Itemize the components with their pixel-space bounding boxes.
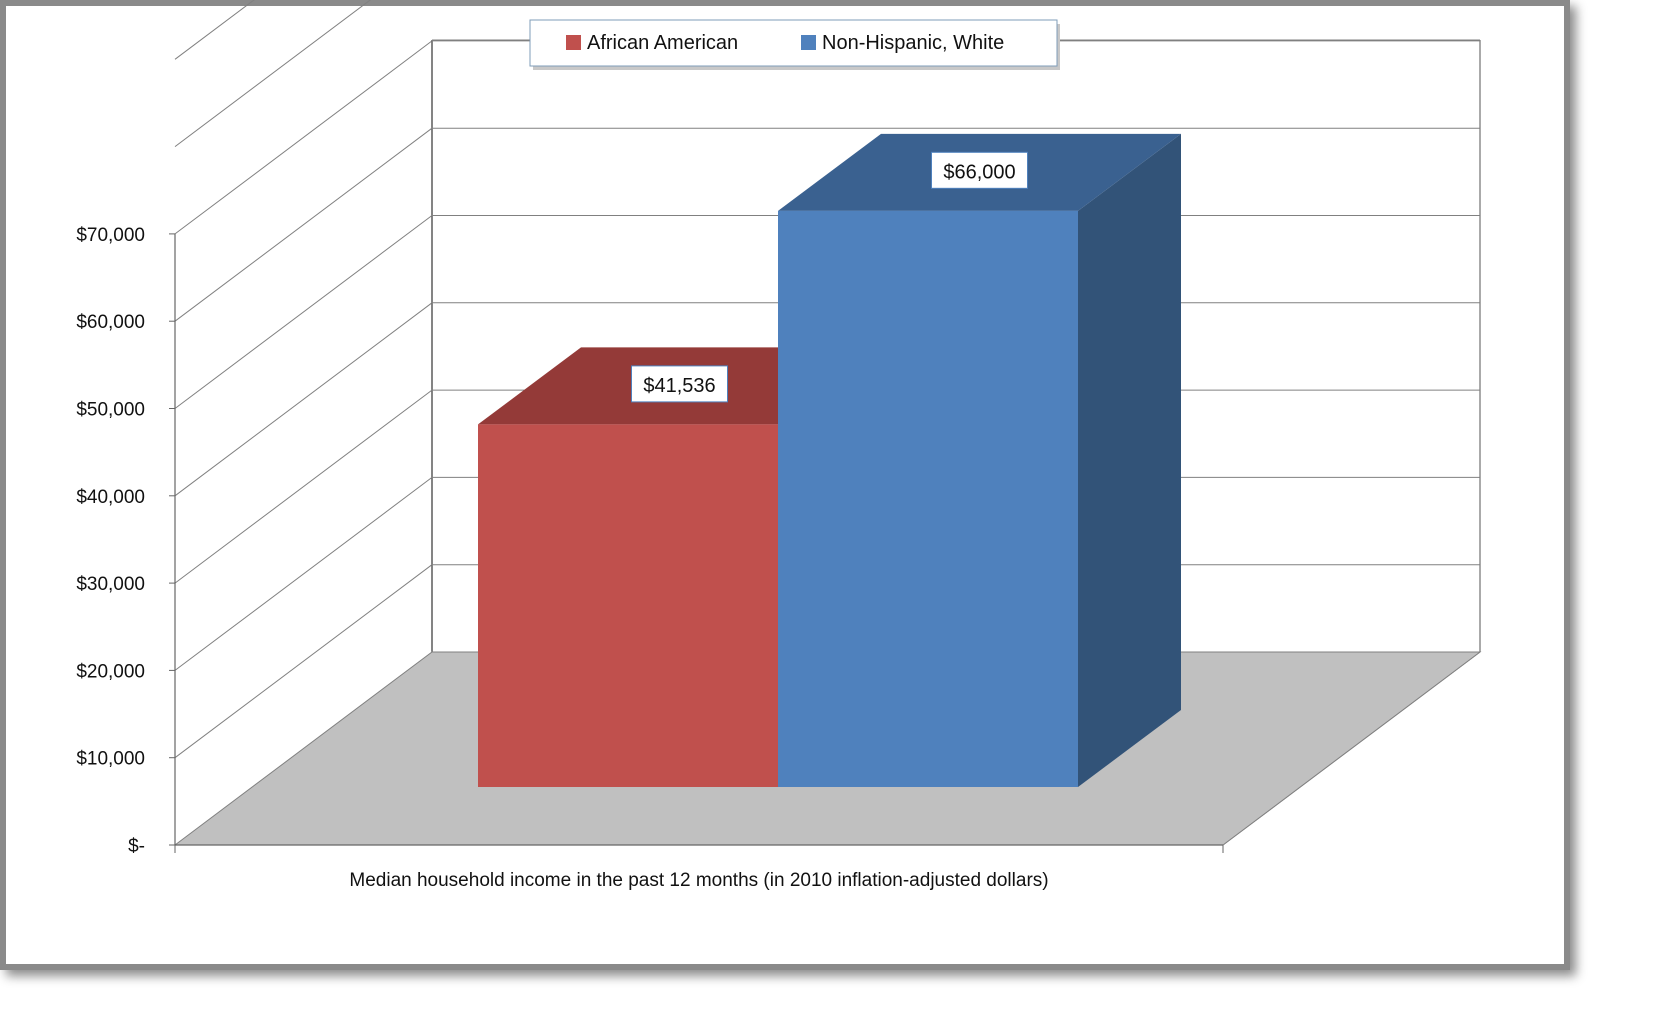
- side-gridline: [174, 564, 433, 759]
- legend-swatch: [566, 35, 581, 50]
- side-gridline: [174, 0, 372, 147]
- legend-swatch: [801, 35, 816, 50]
- y-axis: $- $10,000 $20,000 $30,000 $40,000 $50,000 $60…: [76, 225, 1224, 857]
- y-tick-label: $-: [128, 836, 145, 857]
- legend: African American Non-Hispanic, White: [529, 19, 1060, 70]
- legend-entry: Non-Hispanic, White: [801, 32, 1004, 54]
- legend-entry: African American: [566, 32, 738, 54]
- y-tick-label: $60,000: [76, 312, 145, 333]
- bar-non-hispanic-white: [778, 133, 1181, 787]
- side-gridline: [174, 389, 433, 584]
- data-label-box: [931, 151, 1028, 189]
- side-gridline: [174, 215, 433, 409]
- bar-front-face: [478, 424, 778, 787]
- y-tick-label: $10,000: [76, 749, 145, 770]
- side-gridline: [174, 40, 433, 235]
- y-tick-label: $40,000: [76, 487, 145, 508]
- legend-box: [529, 19, 1058, 67]
- legend-label: African American: [587, 32, 738, 54]
- side-gridline: [174, 477, 433, 671]
- side-gridline: [174, 127, 433, 322]
- data-labels: $41,536 $66,000: [631, 151, 1028, 403]
- data-label-text: $66,000: [943, 161, 1015, 183]
- y-tick-label: $20,000: [76, 661, 145, 682]
- bars: [478, 133, 1181, 787]
- side-gridline: [174, 0, 255, 60]
- y-tick-label: $70,000: [76, 225, 145, 246]
- y-tick-label: $30,000: [76, 574, 145, 595]
- side-gridline: [174, 302, 433, 497]
- bar-front-face: [778, 210, 1078, 787]
- bar-side-face: [1078, 133, 1181, 787]
- data-label-box: [631, 365, 728, 403]
- x-axis-label: Median household income in the past 12 m…: [349, 870, 1048, 891]
- y-tick-label: $50,000: [76, 400, 145, 421]
- data-label-text: $41,536: [643, 375, 715, 397]
- legend-label: Non-Hispanic, White: [822, 32, 1004, 54]
- data-label: $66,000: [931, 151, 1028, 189]
- data-label: $41,536: [631, 365, 728, 403]
